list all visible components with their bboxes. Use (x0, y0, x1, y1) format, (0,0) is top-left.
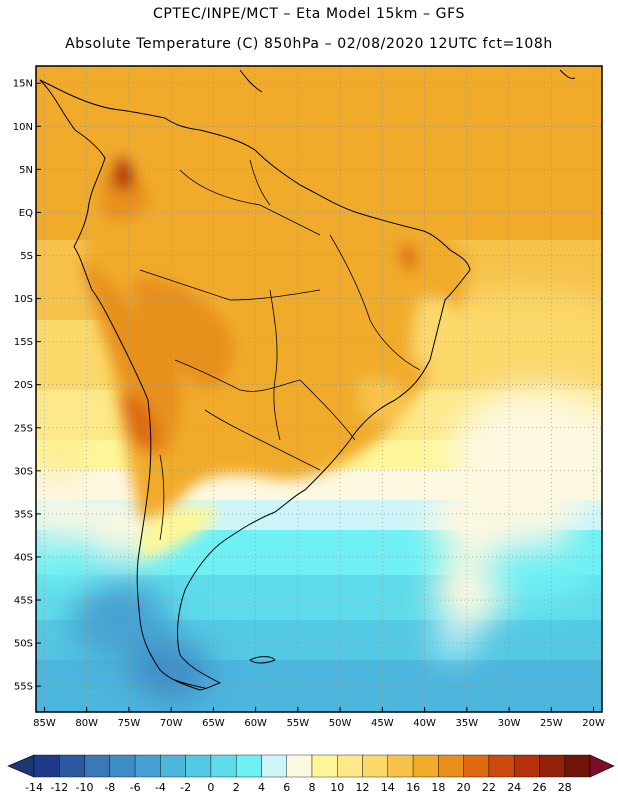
colorbar-swatch (463, 754, 490, 778)
colorbar-label: -14 (25, 781, 43, 794)
colorbar-label: -2 (180, 781, 191, 794)
colorbar-label: -12 (50, 781, 68, 794)
lon-tick-label: 45W (371, 718, 394, 729)
colorbar-low-arrow (7, 754, 35, 778)
latitude-axis: 15N 10N 5N EQ 5S 10S 15S 20S 25S 30S 35S 40S 45S 50S 5… (13, 79, 41, 693)
colorbar-swatch (84, 754, 111, 778)
lat-tick-label: 40S (14, 552, 33, 563)
colorbar-swatch (134, 754, 161, 778)
lat-tick-label: 45S (14, 596, 33, 607)
colorbar-label: 20 (457, 781, 471, 794)
lon-tick-label: 30W (498, 718, 521, 729)
colorbar-label: -6 (130, 781, 141, 794)
colorbar-label: 14 (381, 781, 395, 794)
lat-tick-label: 55S (14, 682, 33, 693)
colorbar: -14 -12 -10 -8 -6 -4 -2 0 2 4 6 8 10 12 14 16 18 20 22 24 26… (7, 754, 615, 794)
colorbar-swatch (513, 754, 540, 778)
lat-tick-label: 35S (14, 509, 33, 520)
colorbar-swatch (539, 754, 565, 778)
lon-tick-label: 60W (244, 718, 267, 729)
colorbar-swatch (438, 754, 464, 778)
coastlines (39, 69, 576, 691)
colorbar-label: 22 (482, 781, 496, 794)
lon-tick-label: 50W (329, 718, 352, 729)
lon-tick-label: 70W (160, 718, 183, 729)
colorbar-label: 6 (283, 781, 290, 794)
colorbar-swatch (488, 754, 515, 778)
colorbar-label: 28 (558, 781, 572, 794)
colorbar-swatch (210, 754, 237, 778)
country-borders (139, 159, 421, 541)
lat-tick-label: 5N (19, 165, 33, 176)
temperature-field (36, 66, 602, 712)
colorbar-swatch (160, 754, 186, 778)
colorbar-swatch (337, 754, 363, 778)
colorbar-label: 12 (356, 781, 370, 794)
colorbar-swatch (109, 754, 136, 778)
lon-tick-label: 85W (33, 718, 56, 729)
lon-tick-label: 40W (413, 718, 436, 729)
lon-tick-label: 25W (540, 718, 563, 729)
lat-tick-label: 25S (14, 423, 33, 434)
colorbar-swatch (286, 754, 313, 778)
colorbar-swatch (412, 754, 439, 778)
lat-tick-label: 10N (13, 122, 33, 133)
lon-tick-label: 65W (202, 718, 225, 729)
map-subtitle: Absolute Temperature (C) 850hPa – 02/08/… (65, 36, 553, 52)
lat-tick-label: 10S (14, 294, 33, 305)
colorbar-label: 24 (507, 781, 521, 794)
colorbar-swatch (387, 754, 414, 778)
longitude-axis: 85W 80W 75W 70W 65W 60W 55W 50W 45W 40W 35W 30W 25W 2… (33, 707, 605, 729)
map-title: CPTEC/INPE/MCT – Eta Model 15km – GFS (152, 6, 466, 22)
lat-tick-label: 50S (14, 639, 33, 650)
colorbar-swatch (235, 754, 262, 778)
lat-tick-label: 5S (20, 251, 33, 262)
lon-tick-label: 35W (456, 718, 479, 729)
lon-tick-label: 80W (75, 718, 98, 729)
lat-tick-label: 15S (14, 337, 33, 348)
colorbar-label: 4 (258, 781, 265, 794)
colorbar-swatch (362, 754, 389, 778)
colorbar-high-arrow (589, 754, 615, 778)
colorbar-swatch (311, 754, 338, 778)
colorbar-label: 2 (233, 781, 240, 794)
colorbar-label: -8 (104, 781, 115, 794)
lat-tick-label: 30S (14, 466, 33, 477)
lat-tick-label: 20S (14, 380, 33, 391)
lon-tick-label: 55W (287, 718, 310, 729)
lon-tick-label: 75W (118, 718, 141, 729)
lon-tick-label: 20W (582, 718, 605, 729)
colorbar-label: 16 (406, 781, 420, 794)
colorbar-label: -4 (155, 781, 166, 794)
colorbar-swatch (564, 754, 591, 778)
colorbar-label: 0 (207, 781, 214, 794)
colorbar-label: 8 (309, 781, 316, 794)
colorbar-swatch (33, 754, 60, 778)
land-warm (80, 97, 470, 560)
colorbar-swatch (185, 754, 212, 778)
lat-tick-label: EQ (19, 208, 33, 219)
colorbar-label: 10 (330, 781, 344, 794)
map-frame (35, 65, 603, 713)
colorbar-label: 26 (533, 781, 547, 794)
colorbar-swatch (59, 754, 85, 778)
colorbar-swatch (261, 754, 287, 778)
colorbar-label: -10 (76, 781, 94, 794)
colorbar-label: 18 (431, 781, 445, 794)
lat-tick-label: 15N (13, 79, 33, 90)
